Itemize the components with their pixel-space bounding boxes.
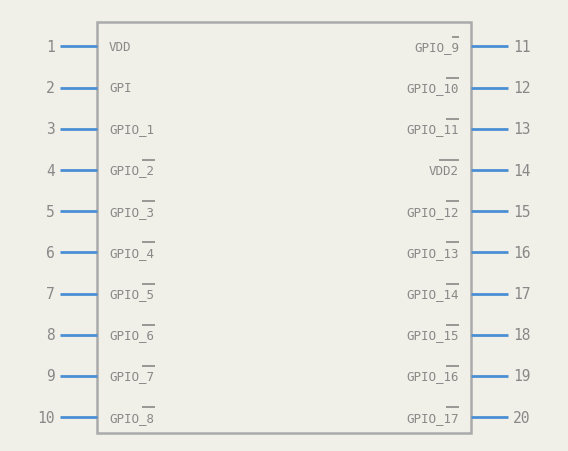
Text: 13: 13: [513, 122, 531, 137]
Text: 5: 5: [47, 204, 55, 219]
Text: 6: 6: [47, 245, 55, 260]
Text: 2: 2: [47, 81, 55, 96]
Text: 11: 11: [513, 40, 531, 55]
Text: 17: 17: [513, 286, 531, 301]
Text: GPIO_15: GPIO_15: [407, 328, 459, 341]
Text: GPIO_2: GPIO_2: [109, 164, 154, 177]
Text: GPIO_9: GPIO_9: [414, 41, 459, 54]
Text: VDD: VDD: [109, 41, 132, 54]
Text: GPI: GPI: [109, 82, 132, 95]
Text: 20: 20: [513, 410, 531, 425]
Text: GPIO_7: GPIO_7: [109, 370, 154, 382]
Text: GPIO_17: GPIO_17: [407, 411, 459, 423]
Text: GPIO_3: GPIO_3: [109, 205, 154, 218]
Text: 18: 18: [513, 327, 531, 342]
Text: 1: 1: [47, 40, 55, 55]
Text: 19: 19: [513, 368, 531, 383]
Text: 8: 8: [47, 327, 55, 342]
Text: GPIO_13: GPIO_13: [407, 246, 459, 259]
Text: 16: 16: [513, 245, 531, 260]
Text: GPIO_14: GPIO_14: [407, 287, 459, 300]
Bar: [97, 23, 471, 433]
Text: GPIO_8: GPIO_8: [109, 411, 154, 423]
Text: 9: 9: [47, 368, 55, 383]
Text: GPIO_6: GPIO_6: [109, 328, 154, 341]
Text: GPIO_12: GPIO_12: [407, 205, 459, 218]
Text: 7: 7: [47, 286, 55, 301]
Text: VDD2: VDD2: [429, 164, 459, 177]
Text: GPIO_10: GPIO_10: [407, 82, 459, 95]
Text: 15: 15: [513, 204, 531, 219]
Text: GPIO_1: GPIO_1: [109, 123, 154, 136]
Text: 10: 10: [37, 410, 55, 425]
Text: GPIO_11: GPIO_11: [407, 123, 459, 136]
Text: 4: 4: [47, 163, 55, 178]
Text: 3: 3: [47, 122, 55, 137]
Text: 14: 14: [513, 163, 531, 178]
Text: GPIO_16: GPIO_16: [407, 370, 459, 382]
Text: GPIO_5: GPIO_5: [109, 287, 154, 300]
Text: 12: 12: [513, 81, 531, 96]
Text: GPIO_4: GPIO_4: [109, 246, 154, 259]
